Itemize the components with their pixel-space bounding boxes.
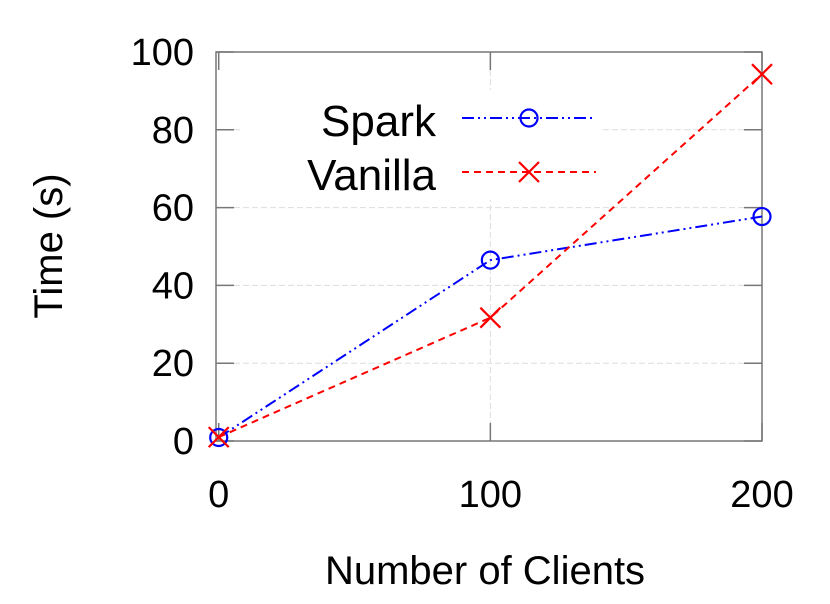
- legend-label-spark: Spark: [321, 97, 437, 146]
- data-point-vanilla: [207, 426, 230, 448]
- data-point-vanilla: [479, 306, 502, 329]
- y-tick-label: 80: [152, 110, 194, 152]
- x-tick-label: 0: [208, 474, 229, 516]
- y-tick-label: 0: [173, 421, 194, 463]
- plot-frame: [215, 51, 763, 442]
- legend-background: [240, 90, 600, 200]
- y-tick-label: 20: [152, 343, 194, 385]
- data-point-vanilla: [751, 63, 773, 85]
- data-point-spark: [480, 250, 500, 270]
- legend-label-vanilla: Vanilla: [307, 151, 436, 200]
- ticks: 0 20 40 60 80 100 0 100 200: [131, 32, 794, 516]
- y-tick-label: 40: [152, 265, 194, 307]
- series: [207, 63, 773, 448]
- legend-marker-spark: [519, 108, 539, 128]
- x-tick-label: 200: [730, 474, 793, 516]
- series-line-spark: [218, 215, 763, 439]
- y-tick-label: 60: [152, 188, 194, 230]
- x-tick-label: 100: [459, 474, 522, 516]
- legend-marker-vanilla: [518, 161, 540, 183]
- y-axis-label: Time (s): [27, 173, 71, 318]
- series-line-vanilla: [218, 73, 763, 439]
- x-axis-label: Number of Clients: [325, 549, 645, 593]
- data-point-spark: [752, 206, 772, 227]
- y-tick-label: 100: [131, 32, 194, 74]
- data-point-spark: [209, 427, 229, 448]
- legend: Spark Vanilla: [240, 90, 600, 200]
